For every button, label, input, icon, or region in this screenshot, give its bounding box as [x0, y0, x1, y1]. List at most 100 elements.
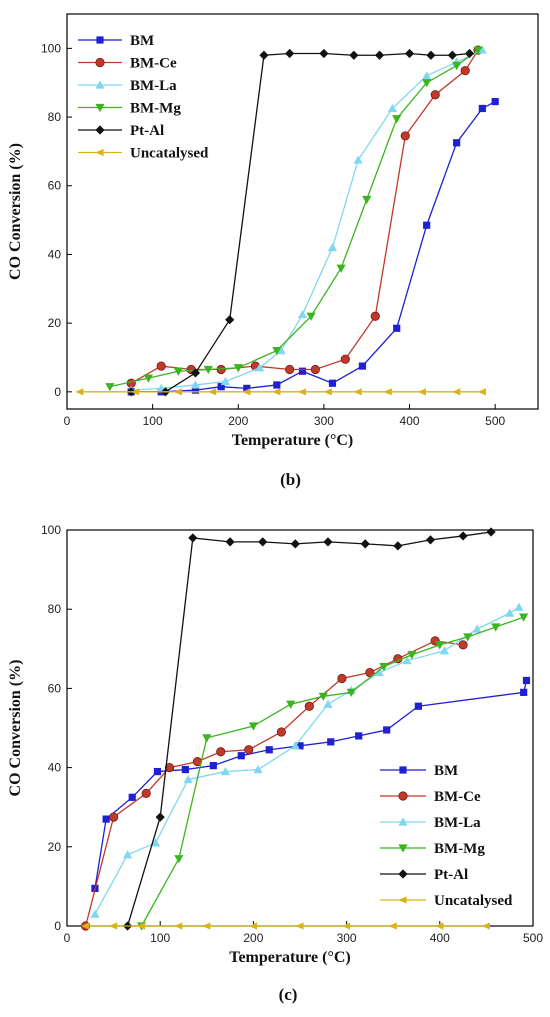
data-point [370, 311, 380, 321]
data-point [522, 676, 531, 685]
data-point [259, 50, 269, 60]
data-point [520, 688, 528, 696]
data-point [220, 766, 231, 776]
data-point [458, 531, 468, 541]
data-point [400, 131, 410, 141]
data-point [425, 535, 436, 545]
legend-entry: BM [434, 763, 458, 779]
data-point [216, 747, 226, 757]
data-point [358, 362, 367, 370]
data-point [319, 48, 329, 59]
data-point [209, 762, 217, 770]
y-tick-label: 40 [48, 761, 62, 775]
data-point [174, 922, 183, 930]
data-point [233, 364, 243, 373]
data-point [105, 383, 115, 392]
data-point [453, 139, 461, 147]
data-point [310, 364, 320, 375]
figure-caption: (b) [280, 470, 301, 489]
legend-entry: Uncatalysed [130, 146, 209, 162]
series-bm [91, 676, 531, 892]
data-point [349, 50, 359, 60]
legend-entry: Uncatalysed [434, 893, 513, 909]
data-point [202, 734, 212, 743]
data-point [340, 354, 350, 364]
data-point [463, 633, 473, 642]
x-tick-label: 300 [337, 931, 357, 945]
data-point [81, 922, 90, 930]
legend-marker [398, 869, 408, 879]
series-line [94, 680, 528, 889]
legend-entry: BM [130, 33, 154, 49]
data-point [237, 752, 245, 760]
data-point [422, 79, 432, 88]
data-point [183, 774, 193, 784]
series-line [131, 49, 483, 391]
data-point [285, 48, 295, 59]
data-point [404, 48, 415, 59]
data-point [143, 374, 153, 383]
series-pt-al [126, 48, 475, 397]
data-point [276, 346, 286, 355]
data-point [225, 537, 235, 547]
data-point [207, 388, 217, 396]
data-point [414, 702, 422, 710]
data-point [491, 97, 499, 106]
data-point [153, 767, 162, 776]
data-point [336, 264, 346, 273]
legend-marker [398, 844, 408, 853]
data-point [426, 50, 436, 60]
data-point [290, 539, 300, 549]
series-bm-mg [105, 46, 483, 392]
data-point [452, 61, 462, 71]
data-point [150, 838, 161, 847]
data-point [393, 541, 403, 551]
legend-marker [95, 103, 105, 113]
data-point [253, 764, 263, 774]
data-point [458, 640, 468, 650]
data-point [337, 673, 347, 684]
data-point [323, 699, 333, 708]
data-point [486, 527, 496, 537]
data-point [181, 765, 189, 774]
data-point [365, 667, 375, 678]
data-point [248, 922, 257, 930]
figure-caption: (c) [279, 985, 298, 1004]
x-tick-label: 500 [523, 931, 543, 945]
data-point [244, 745, 254, 755]
data-point [141, 788, 151, 798]
data-point [296, 742, 304, 750]
data-point [447, 50, 457, 60]
x-tick-label: 200 [243, 931, 263, 945]
y-tick-label: 60 [48, 681, 62, 695]
x-tick-label: 300 [314, 414, 334, 428]
series-bm [127, 97, 499, 396]
x-tick-label: 100 [143, 414, 163, 428]
data-point [273, 381, 281, 389]
data-point [295, 922, 304, 930]
data-point [298, 367, 307, 375]
y-axis-label: CO Conversion (%) [7, 143, 24, 280]
data-point [460, 66, 470, 76]
x-tick-label: 200 [228, 414, 248, 428]
y-tick-label: 20 [48, 840, 62, 854]
legend-entry: BM-Ce [130, 56, 177, 72]
data-point [452, 388, 461, 396]
data-point [430, 90, 440, 100]
x-tick-label: 400 [400, 414, 420, 428]
data-point [188, 533, 198, 543]
legend-entry: BM-Mg [130, 101, 181, 117]
data-point [473, 46, 483, 55]
data-point [190, 368, 201, 378]
data-point [435, 641, 445, 650]
data-point [417, 388, 426, 396]
series-bm-ce [126, 45, 483, 388]
legend-marker [95, 80, 105, 89]
data-point [477, 388, 486, 396]
data-point [156, 361, 166, 371]
data-point [248, 722, 258, 731]
series-line [126, 531, 492, 927]
data-point [286, 700, 296, 709]
y-tick-label: 80 [48, 602, 62, 616]
